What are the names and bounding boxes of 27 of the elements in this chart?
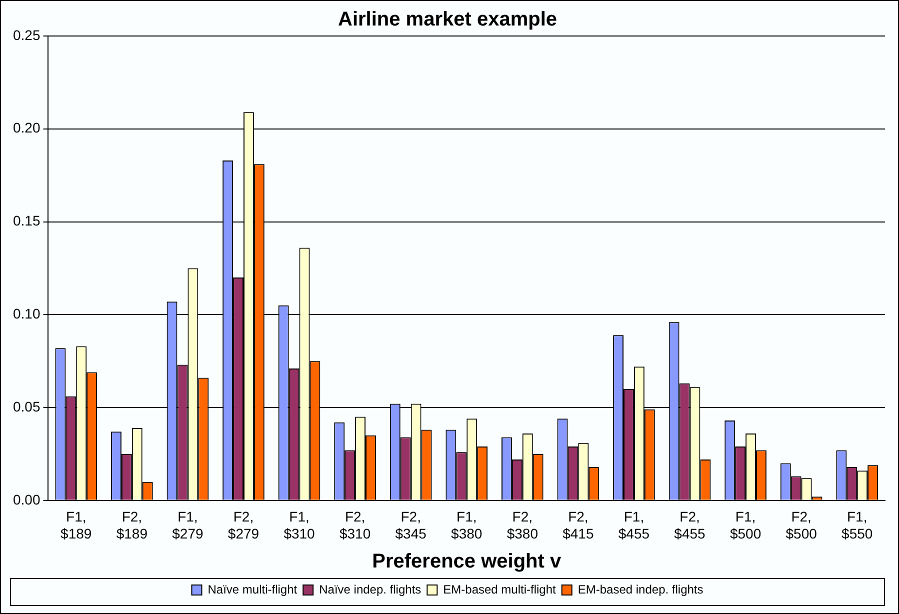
- x-tick-label: F1, $310: [284, 508, 316, 542]
- x-tick-label: F1, $189: [60, 508, 92, 542]
- y-tick-label: 0.15: [13, 212, 40, 229]
- legend-label: EM-based indep. flights: [578, 582, 704, 596]
- x-tick-label: F1, $455: [618, 508, 650, 542]
- x-tick-label: F1, $500: [730, 508, 762, 542]
- y-tick-label: 0.10: [13, 306, 40, 322]
- legend-label: Naïve multi-flight: [208, 582, 298, 596]
- x-tick-label: F2, $279: [228, 508, 260, 542]
- chart-title: Airline market example: [338, 8, 557, 31]
- x-tick-label: F2, $455: [674, 508, 706, 542]
- x-axis-title: Preference weight v: [372, 550, 562, 573]
- y-tick-label: 0.00: [13, 491, 40, 508]
- x-tick-label: F2, $189: [116, 508, 148, 542]
- x-tick-label: F1, $279: [172, 508, 204, 542]
- x-tick-label: F2, $415: [562, 508, 594, 542]
- legend-label: EM-based multi-flight: [443, 582, 557, 596]
- x-tick-label: F2, $380: [506, 508, 538, 542]
- y-tick-label: 0.20: [13, 120, 40, 136]
- x-tick-label: F2, $345: [395, 508, 427, 542]
- y-tick-label: 0.25: [13, 26, 40, 43]
- x-tick-label: F2, $310: [339, 508, 371, 542]
- legend-label: Naïve indep. flights: [319, 582, 422, 596]
- x-tick-label: F1, $550: [842, 508, 873, 542]
- x-tick-label: F2, $500: [786, 508, 818, 542]
- y-tick-label: 0.05: [13, 398, 40, 414]
- x-tick-label: F1, $380: [451, 508, 482, 542]
